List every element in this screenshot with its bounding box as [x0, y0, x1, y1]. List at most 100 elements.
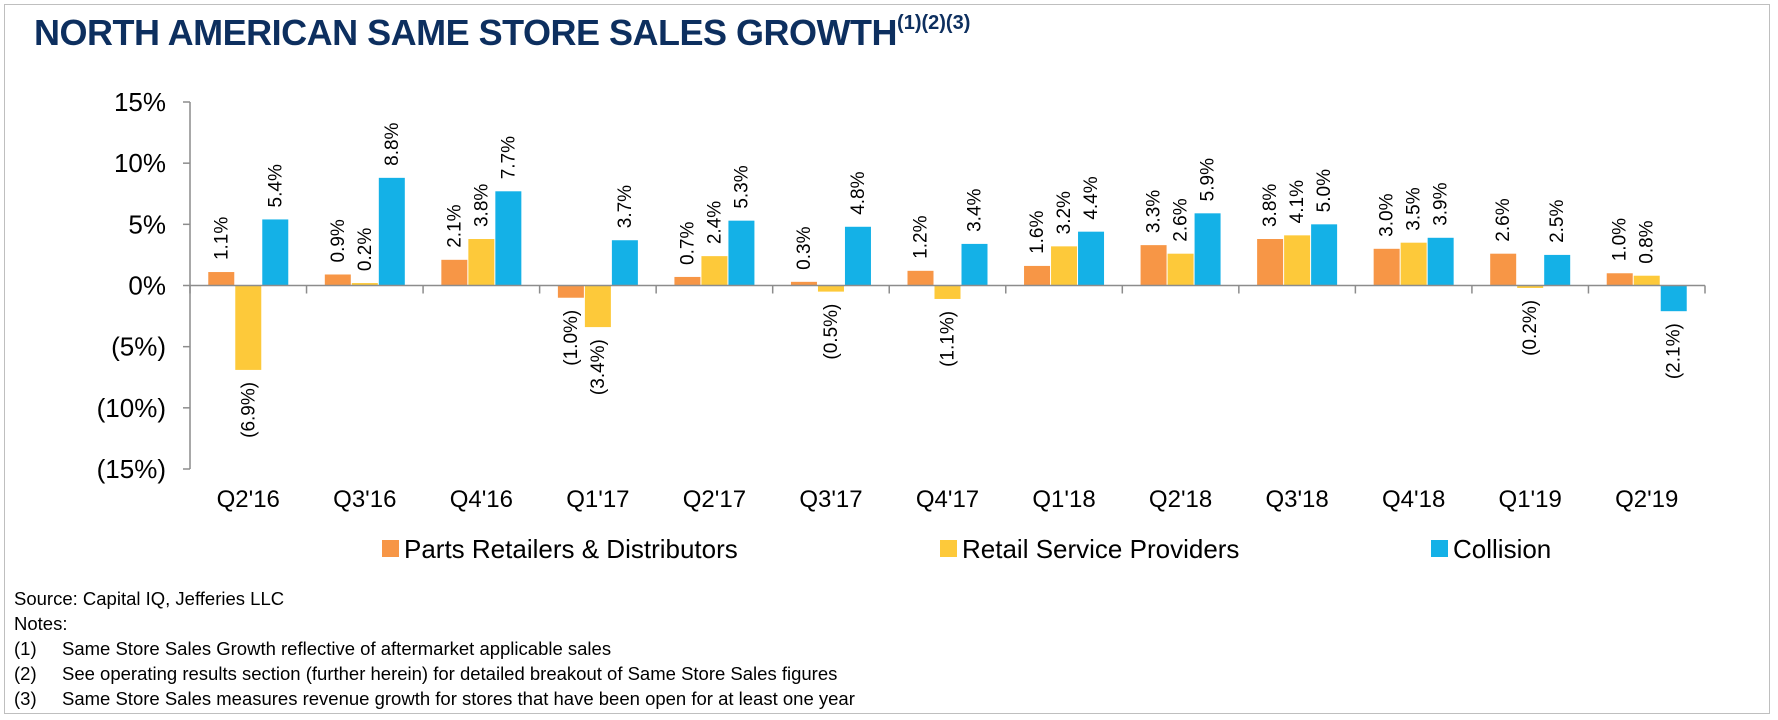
bar-retail-service-providers	[584, 285, 611, 328]
data-label: 3.3%	[1144, 190, 1165, 233]
data-label: 4.1%	[1287, 180, 1308, 223]
bar-parts-retailers-distributors	[557, 285, 584, 298]
legend-swatch	[1431, 540, 1448, 557]
chart-frame	[4, 4, 1770, 714]
data-label: 2.4%	[704, 201, 725, 244]
category-label: Q2'18	[1149, 486, 1212, 513]
bar-retail-service-providers	[934, 285, 961, 299]
data-label: 1.2%	[911, 215, 932, 258]
bar-parts-retailers-distributors	[907, 270, 934, 286]
bar-parts-retailers-distributors	[1373, 248, 1400, 286]
bar-collision	[1544, 254, 1571, 286]
data-label: (0.2%)	[1520, 300, 1541, 356]
bar-retail-service-providers	[1633, 275, 1660, 286]
y-tick-label: 10%	[114, 148, 166, 178]
data-label: 3.0%	[1377, 193, 1398, 236]
note-number: (1)	[14, 638, 37, 659]
y-tick-label: 0%	[128, 271, 166, 301]
data-label: (0.5%)	[821, 304, 842, 360]
data-label: 3.7%	[615, 185, 636, 228]
note-number: (2)	[14, 663, 37, 684]
data-labels: 1.1% (6.9%) 5.4% 0.9% 0.2% 8.8% 2.1% 3.8% 7.7% (1…	[211, 122, 1684, 437]
data-label: 3.4%	[965, 188, 986, 231]
bar-parts-retailers-distributors	[441, 259, 468, 286]
y-tick-label: (5%)	[111, 332, 166, 362]
data-label: 0.8%	[1637, 220, 1658, 263]
bar-collision	[611, 240, 638, 286]
note-number: (3)	[14, 688, 37, 709]
data-label: (3.4%)	[588, 339, 609, 395]
bar-retail-service-providers	[701, 256, 728, 286]
legend-swatch	[382, 540, 399, 557]
data-label: 2.1%	[444, 204, 465, 247]
bars	[208, 177, 1687, 370]
data-label: 2.5%	[1547, 200, 1568, 243]
category-label: Q3'16	[333, 486, 396, 513]
source-line: Source: Capital IQ, Jefferies LLC	[14, 588, 285, 609]
data-label: 1.6%	[1027, 211, 1048, 254]
note-text: Same Store Sales Growth reflective of af…	[62, 638, 612, 659]
y-tick-label: 5%	[128, 209, 166, 239]
bar-retail-service-providers	[351, 283, 378, 286]
bar-collision	[844, 226, 871, 286]
category-label: Q1'19	[1499, 486, 1562, 513]
y-tick-label: (10%)	[97, 393, 166, 423]
category-label: Q2'17	[683, 486, 746, 513]
category-label: Q1'17	[566, 486, 629, 513]
note-item: (3) Same Store Sales measures revenue gro…	[14, 686, 855, 711]
title-text: NORTH AMERICAN SAME STORE SALES GROWTH	[34, 12, 898, 53]
bar-collision	[1311, 224, 1338, 286]
bar-parts-retailers-distributors	[324, 274, 351, 286]
category-label: Q3'17	[799, 486, 862, 513]
category-label: Q3'18	[1265, 486, 1328, 513]
page-title: NORTH AMERICAN SAME STORE SALES GROWTH(1…	[34, 12, 970, 54]
category-label: Q4'18	[1382, 486, 1445, 513]
bar-parts-retailers-distributors	[1024, 265, 1051, 286]
bar-retail-service-providers	[1400, 242, 1427, 286]
note-text: See operating results section (further h…	[62, 663, 838, 684]
data-label: 1.1%	[211, 217, 232, 260]
notes-heading: Notes:	[14, 613, 68, 634]
bar-collision	[961, 243, 988, 286]
data-label: 5.0%	[1314, 169, 1335, 212]
data-label: 8.8%	[382, 122, 403, 165]
bar-parts-retailers-distributors	[674, 276, 701, 286]
data-label: 0.7%	[677, 222, 698, 265]
bar-retail-service-providers	[235, 285, 262, 370]
note-text: Same Store Sales measures revenue growth…	[62, 688, 855, 709]
bar-parts-retailers-distributors	[1606, 273, 1633, 286]
data-label: 3.8%	[471, 184, 492, 227]
bar-chart: 15% 10% 5% 0% (5%) (10%) (15%) 1.1% (6.9%) 5.4% 0…	[97, 87, 1706, 564]
bar-retail-service-providers	[817, 285, 844, 292]
data-label: (1.1%)	[938, 311, 959, 367]
data-label: 4.8%	[848, 171, 869, 214]
legend-label: Retail Service Providers	[962, 534, 1239, 564]
legend-label: Parts Retailers & Distributors	[404, 534, 738, 564]
bar-parts-retailers-distributors	[1257, 239, 1284, 286]
bar-collision	[1194, 213, 1221, 286]
note-item: (1) Same Store Sales Growth reflective of…	[14, 636, 855, 661]
data-label: 7.7%	[498, 136, 519, 179]
bar-parts-retailers-distributors	[1490, 253, 1517, 286]
data-label: 5.9%	[1198, 158, 1219, 201]
bar-retail-service-providers	[468, 239, 495, 286]
bar-collision	[728, 220, 755, 286]
y-axis: 15% 10% 5% 0% (5%) (10%) (15%)	[97, 87, 191, 484]
data-label: 2.6%	[1493, 198, 1514, 241]
title-footnote-refs: (1)(2)(3)	[897, 12, 971, 34]
legend-label: Collision	[1453, 534, 1551, 564]
data-label: 3.5%	[1404, 187, 1425, 230]
y-tick-label: (15%)	[97, 454, 166, 484]
bar-retail-service-providers	[1517, 285, 1544, 288]
data-label: 3.8%	[1260, 184, 1281, 227]
data-label: (2.1%)	[1664, 323, 1685, 379]
data-label: 4.4%	[1081, 176, 1102, 219]
bar-collision	[378, 177, 405, 286]
bar-collision	[262, 219, 289, 286]
category-label: Q2'19	[1615, 486, 1678, 513]
data-label: 0.3%	[794, 226, 815, 269]
data-label: 0.2%	[355, 228, 376, 271]
data-label: 0.9%	[328, 219, 349, 262]
legend-swatch	[940, 540, 957, 557]
category-label: Q4'17	[916, 486, 979, 513]
